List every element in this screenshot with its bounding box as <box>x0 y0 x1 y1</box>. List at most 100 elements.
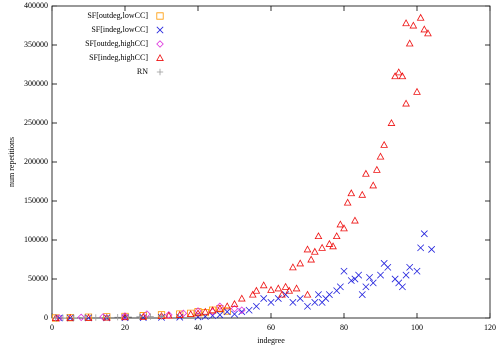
point <box>103 314 110 321</box>
point <box>377 271 384 279</box>
point <box>121 312 129 320</box>
point <box>318 243 326 251</box>
point <box>398 72 407 80</box>
point <box>216 304 224 312</box>
point <box>186 310 195 318</box>
point <box>55 314 63 322</box>
point <box>340 224 348 232</box>
point <box>369 181 378 189</box>
point <box>259 281 268 289</box>
point <box>289 263 297 271</box>
x-tick-label: 40 <box>194 323 202 332</box>
point <box>304 302 311 310</box>
point <box>201 307 210 315</box>
point <box>405 39 414 47</box>
point <box>230 299 239 307</box>
point <box>230 304 239 313</box>
point <box>194 309 202 317</box>
y-tick-label: 200000 <box>24 157 48 166</box>
point <box>372 165 381 173</box>
point <box>223 308 231 316</box>
point <box>394 68 403 76</box>
legend-marker <box>156 68 164 76</box>
point <box>347 189 356 197</box>
point <box>158 313 165 320</box>
point <box>424 29 432 37</box>
point <box>238 306 246 314</box>
point <box>310 247 319 255</box>
point <box>292 284 301 292</box>
y-tick-label: 250000 <box>24 118 48 127</box>
point <box>362 169 370 177</box>
point <box>223 302 232 310</box>
point <box>362 283 370 291</box>
point <box>413 87 421 95</box>
point <box>237 294 246 302</box>
point <box>278 290 286 298</box>
point <box>267 298 275 306</box>
point <box>358 190 367 198</box>
legend-marker <box>156 53 164 61</box>
point <box>428 245 436 253</box>
y-tick-label: 100000 <box>24 235 48 244</box>
point <box>366 273 374 281</box>
x-tick-label: 20 <box>121 323 129 332</box>
point <box>216 302 224 311</box>
point <box>267 285 275 293</box>
point <box>143 310 151 318</box>
x-tick-label: 80 <box>340 323 348 332</box>
point <box>77 313 85 322</box>
point <box>296 259 305 267</box>
point <box>285 286 294 294</box>
x-tick-label: 60 <box>267 323 275 332</box>
point <box>351 216 359 224</box>
point <box>245 306 253 314</box>
point <box>406 263 414 271</box>
point <box>325 239 334 247</box>
point <box>260 295 268 302</box>
point <box>274 295 282 302</box>
point <box>340 267 348 275</box>
point <box>420 230 428 238</box>
point <box>248 290 257 298</box>
point <box>92 314 99 321</box>
y-tick-label: 350000 <box>24 40 48 49</box>
x-tick-label: 100 <box>411 323 423 332</box>
point <box>413 267 421 275</box>
point <box>296 295 304 302</box>
point <box>402 19 410 27</box>
point <box>380 259 388 267</box>
point <box>231 310 238 318</box>
legend-label: SF[outdeg,highCC] <box>85 39 148 48</box>
legend-marker <box>156 12 164 20</box>
point <box>343 198 352 206</box>
point <box>387 118 396 126</box>
x-axis-label: indegree <box>257 336 285 345</box>
point <box>194 307 202 315</box>
point <box>358 291 366 299</box>
point <box>336 220 345 228</box>
point <box>223 307 231 315</box>
point <box>274 284 283 292</box>
point <box>303 290 312 298</box>
point <box>318 298 326 306</box>
point <box>59 314 67 322</box>
x-tick-label: 0 <box>50 323 54 332</box>
point <box>147 313 154 320</box>
point <box>351 275 359 283</box>
point <box>416 13 425 21</box>
point <box>281 282 290 290</box>
point <box>402 99 410 107</box>
point <box>402 271 410 279</box>
point <box>136 313 143 321</box>
y-tick-label: 400000 <box>24 1 48 10</box>
y-tick-label: 0 <box>44 313 48 322</box>
y-axis-label: num repetitions <box>7 137 16 187</box>
point <box>81 314 89 321</box>
y-tick-label: 150000 <box>24 196 48 205</box>
point <box>216 311 224 319</box>
point <box>289 298 297 306</box>
point <box>314 232 323 240</box>
y-tick-label: 300000 <box>24 79 48 88</box>
